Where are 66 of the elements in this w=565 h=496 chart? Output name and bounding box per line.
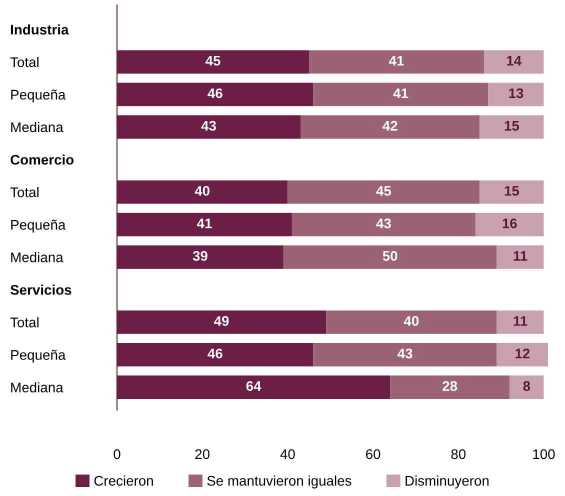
data-label: 13 [509,88,524,98]
bar [480,115,544,139]
y-tick-label: Servicios [10,284,72,295]
data-label: 45 [206,56,220,66]
data-label: 11 [514,316,528,326]
y-tick-label: Total [10,317,38,328]
data-label: 43 [398,348,412,358]
data-label: 41 [196,218,212,228]
y-tick-label: Mediana [11,252,64,262]
legend-label: Crecieron [94,476,153,486]
bar [300,115,480,139]
data-label: 50 [382,251,398,261]
x-tick-label: 20 [195,449,210,460]
bar [475,212,544,236]
bar [480,180,544,204]
y-tick-label: Total [10,56,38,68]
bar [496,342,548,366]
data-label: 40 [194,186,210,196]
y-tick-label: Pequeña [11,220,66,232]
legend-label: Se mantuvieron iguales [207,476,352,488]
data-label: 46 [208,348,222,358]
data-label: 16 [502,218,517,228]
x-tick-label: 0 [114,449,120,460]
x-tick-label: 80 [451,449,466,460]
y-tick-label: Industria [10,24,69,35]
bar [313,82,488,106]
data-label: 39 [192,251,208,261]
bar [288,180,480,204]
y-tick-label: Pequeña [11,350,66,363]
legend-label: Disminuyeron [406,476,489,488]
bar [283,245,497,269]
data-label: 41 [388,56,404,66]
data-label: 15 [504,121,520,131]
bar [390,376,510,399]
bar [488,82,544,106]
bar [309,50,484,74]
data-label: 41 [393,88,408,98]
data-label: 15 [504,186,520,196]
bar [496,310,544,334]
data-label: 8 [523,381,530,391]
data-label: 14 [507,56,522,66]
data-label: 42 [382,120,398,131]
y-tick-label: Mediana [11,382,64,392]
data-label: 43 [376,218,391,228]
x-tick-label: 40 [280,449,295,460]
data-label: 46 [208,88,222,98]
bar [326,310,497,334]
data-label: 45 [376,186,392,196]
bar [313,342,497,366]
y-tick-label: Total [10,187,38,198]
y-tick-label: Comercio [10,154,74,165]
bar [510,376,544,399]
data-label: 12 [516,348,530,358]
data-label: 11 [514,251,528,261]
data-label: 28 [442,381,458,391]
data-label: 64 [246,381,262,391]
bar [484,50,544,74]
y-tick-label: Mediana [11,122,64,132]
bar [292,212,476,236]
y-tick-label: Pequeña [11,90,66,102]
data-label: 43 [201,120,216,131]
data-label: 49 [214,316,229,326]
data-label: 40 [404,316,419,326]
x-tick-label: 100 [533,449,555,460]
bar [496,245,544,269]
x-tick-label: 60 [366,449,380,460]
